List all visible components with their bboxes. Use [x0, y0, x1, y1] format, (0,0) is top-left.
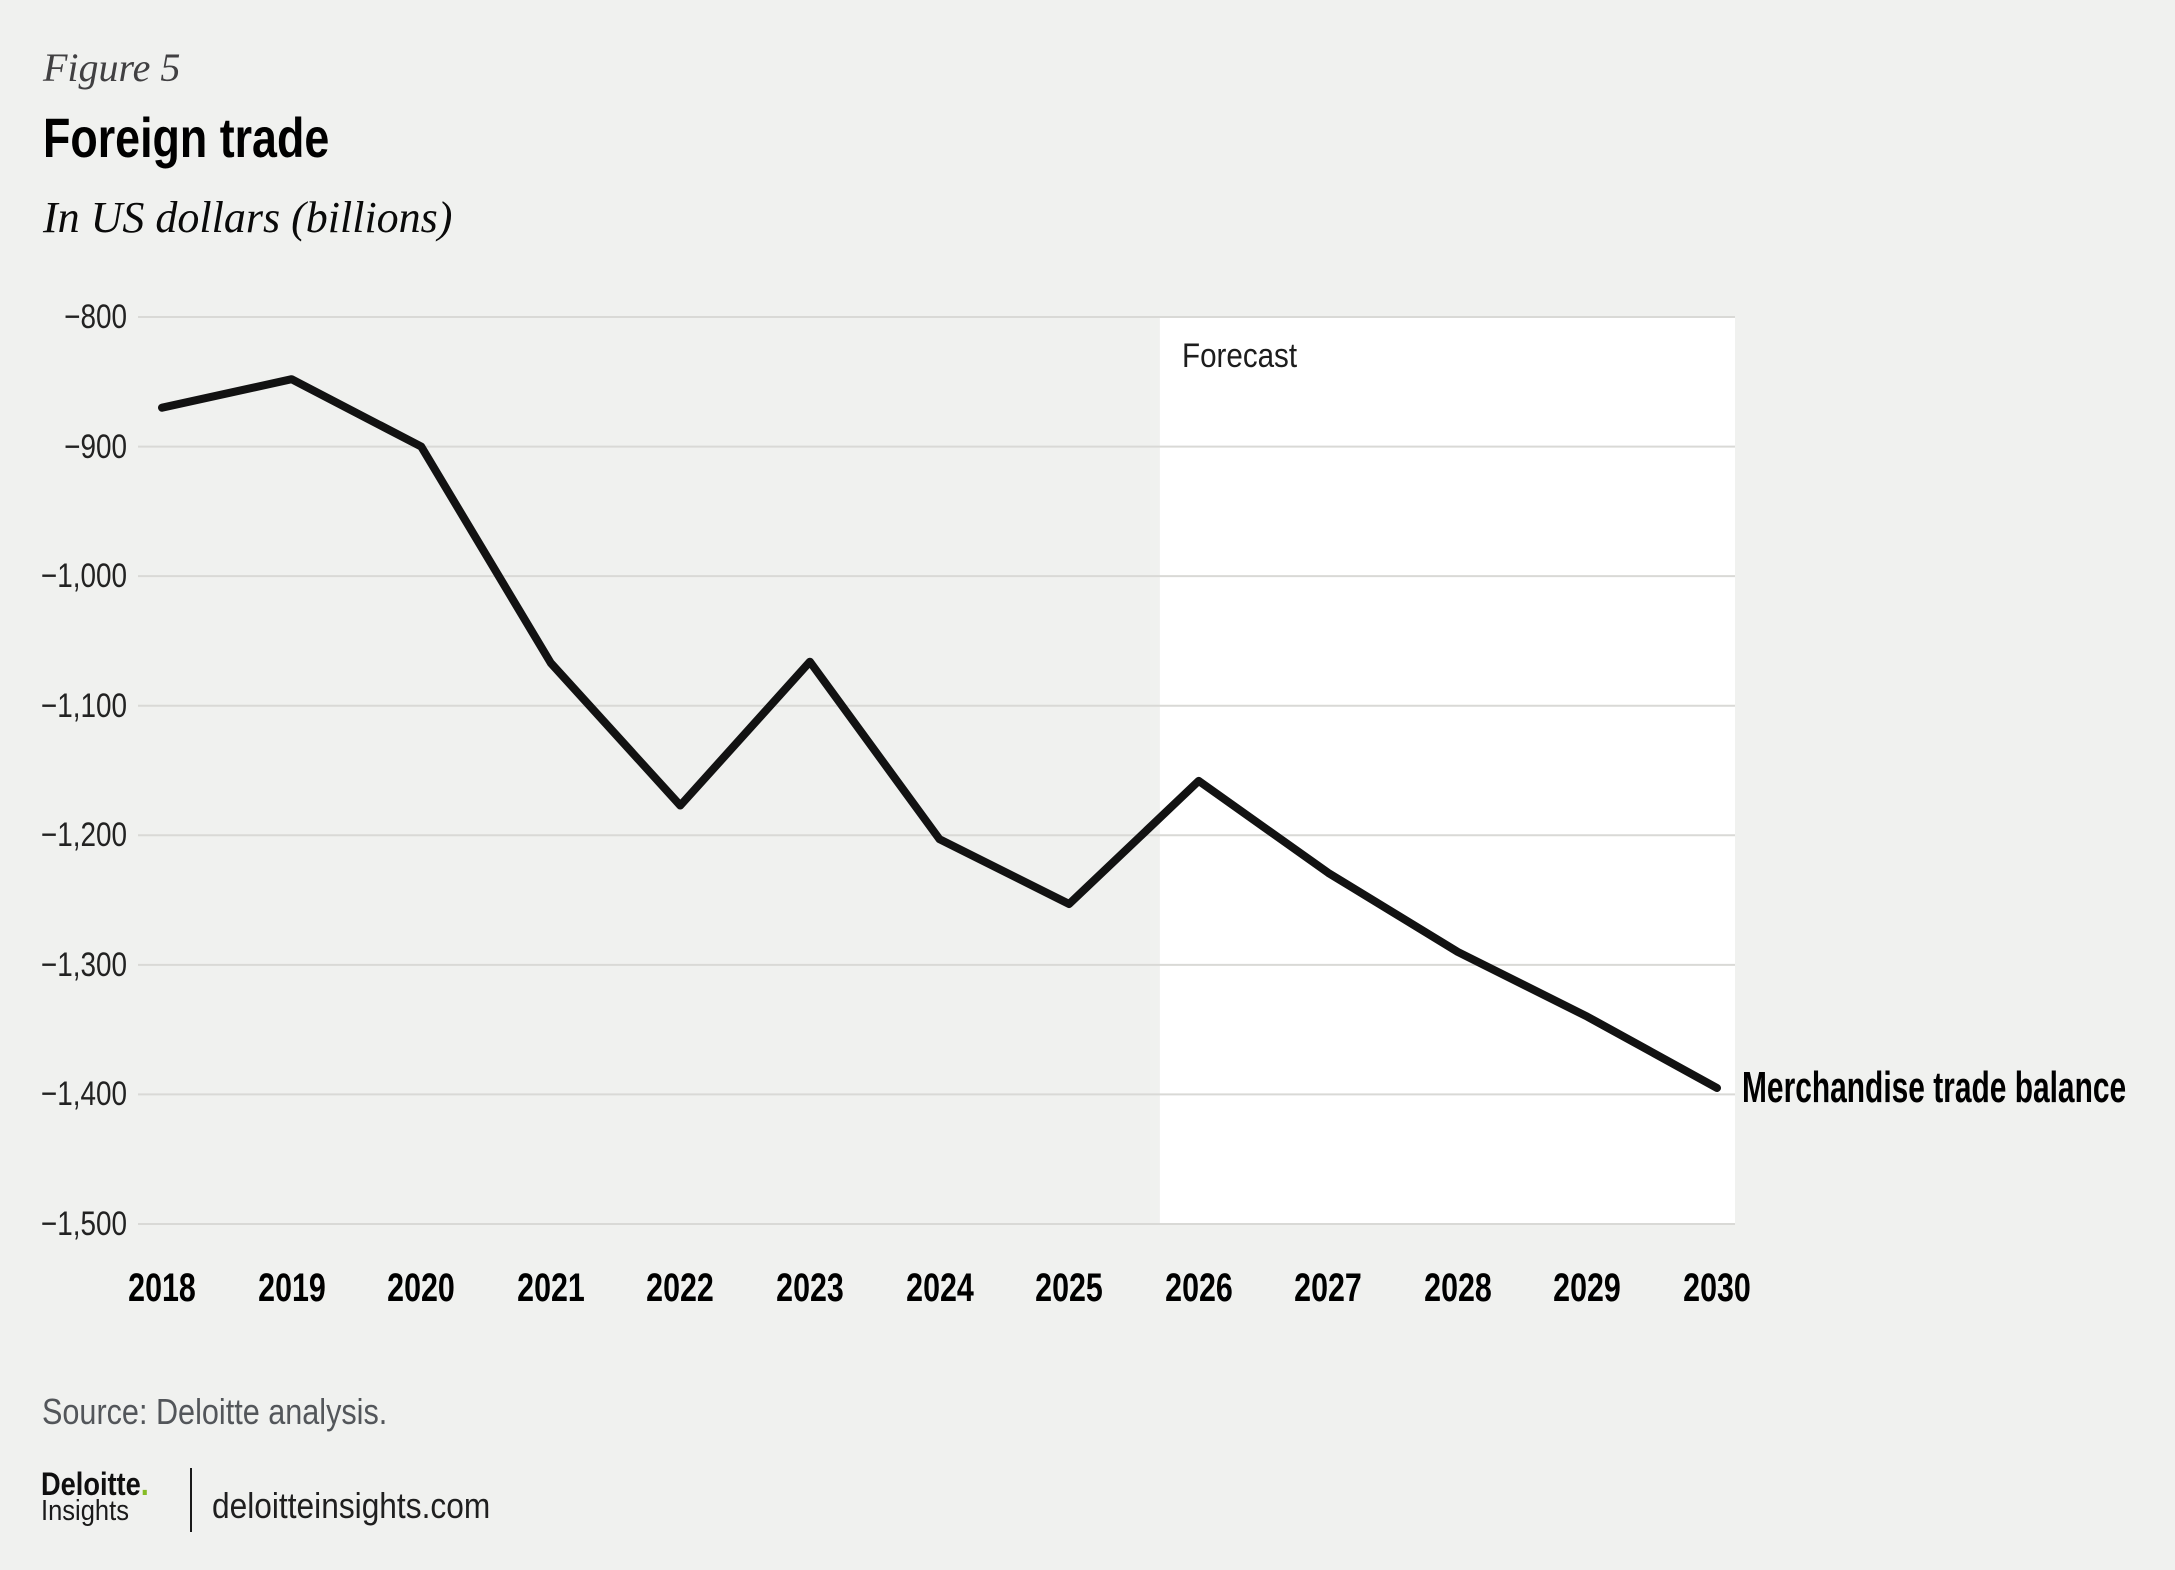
x-tick-label: 2022	[646, 1266, 715, 1310]
chart-subtitle: In US dollars (billions)	[43, 193, 453, 242]
x-tick-label: 2025	[1035, 1266, 1103, 1310]
logo-url-text: deloitteinsights.com	[212, 1485, 491, 1526]
logo-brand-text: Deloitte.	[41, 1465, 149, 1503]
y-tick-label: −1,400	[40, 1075, 127, 1114]
logo-insights-text: Insights	[41, 1495, 129, 1527]
y-tick-label: −800	[64, 298, 127, 336]
y-tick-label: −1,000	[40, 557, 127, 596]
y-tick-label: −1,100	[40, 686, 127, 725]
x-tick-label: 2021	[516, 1266, 585, 1310]
forecast-region	[1159, 317, 1735, 1224]
x-tick-label: 2026	[1164, 1266, 1233, 1310]
x-tick-label: 2030	[1683, 1266, 1751, 1310]
y-tick-label: −1,500	[40, 1205, 127, 1243]
x-tick-label: 2018	[128, 1266, 196, 1310]
x-tick-label: 2027	[1294, 1266, 1363, 1310]
page-title: Foreign trade	[43, 106, 330, 169]
y-tick-label: −1,300	[40, 945, 127, 984]
y-tick-label: −900	[64, 427, 127, 466]
series-end-label: Merchandise trade balance	[1742, 1063, 2127, 1112]
x-tick-label: 2029	[1553, 1266, 1622, 1310]
logo-divider	[190, 1468, 192, 1532]
x-tick-label: 2023	[776, 1266, 844, 1310]
x-tick-label: 2028	[1424, 1266, 1492, 1310]
trade-balance-line	[158, 375, 1721, 1092]
x-tick-label: 2024	[905, 1266, 974, 1310]
forecast-region-label: Forecast	[1182, 337, 1298, 375]
x-tick-label: 2019	[257, 1266, 326, 1310]
x-tick-label: 2020	[387, 1266, 455, 1310]
figure-label: Figure 5	[43, 45, 181, 90]
y-tick-label: −1,200	[40, 816, 127, 855]
source-note: Source: Deloitte analysis.	[42, 1391, 388, 1432]
logo-green-dot: .	[140, 1465, 149, 1503]
